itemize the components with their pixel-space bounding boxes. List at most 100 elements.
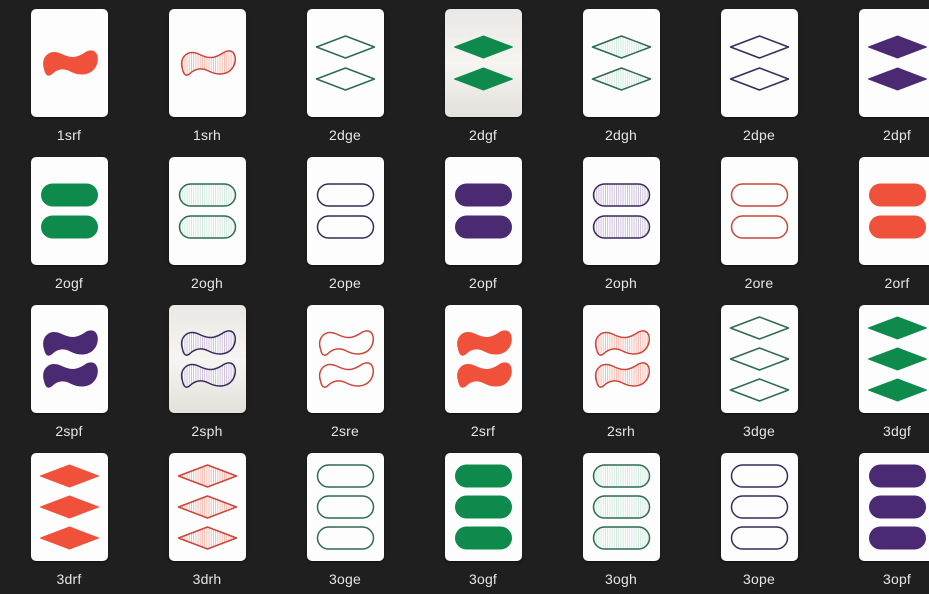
file-item[interactable]: 3drf xyxy=(0,444,138,592)
diamond-symbol xyxy=(591,35,651,59)
card-thumbnail xyxy=(30,157,108,265)
file-item[interactable]: 2ore xyxy=(690,148,828,296)
oval-symbol xyxy=(454,464,512,488)
diamond-symbol xyxy=(729,316,789,340)
file-item[interactable]: 3dgf xyxy=(828,296,929,444)
file-item[interactable]: 2orf xyxy=(828,148,929,296)
file-item[interactable]: 3oge xyxy=(276,444,414,592)
oval-symbol xyxy=(868,183,926,207)
oval-symbol xyxy=(730,495,788,519)
file-item[interactable]: 1srf xyxy=(0,0,138,148)
diamond-symbol xyxy=(453,35,513,59)
file-item[interactable]: 1srh xyxy=(138,0,276,148)
file-name-label: 3ogh xyxy=(605,571,637,587)
file-item[interactable]: 2dpf xyxy=(828,0,929,148)
oval-symbol xyxy=(40,215,98,239)
diamond-symbol xyxy=(177,495,237,519)
diamond-symbol xyxy=(315,35,375,59)
card-thumbnail xyxy=(720,305,798,413)
oval-symbol xyxy=(178,215,236,239)
oval-symbol xyxy=(868,215,926,239)
card-thumbnail xyxy=(30,9,108,117)
file-item[interactable]: 2srf xyxy=(414,296,552,444)
file-item[interactable]: 2srh xyxy=(552,296,690,444)
card-thumbnail xyxy=(168,9,246,117)
file-name-label: 2spf xyxy=(55,423,83,439)
card-thumbnail xyxy=(582,9,660,117)
squiggle-symbol xyxy=(594,362,650,388)
file-item[interactable]: 3opf xyxy=(828,444,929,592)
card-thumbnail xyxy=(168,305,246,413)
file-item[interactable]: 2spf xyxy=(0,296,138,444)
file-name-label: 2orf xyxy=(884,275,910,291)
oval-symbol xyxy=(316,183,374,207)
file-item[interactable]: 3dge xyxy=(690,296,828,444)
file-item[interactable]: 2sph xyxy=(138,296,276,444)
oval-symbol xyxy=(316,495,374,519)
file-name-label: 2dgf xyxy=(468,127,498,143)
oval-symbol xyxy=(178,183,236,207)
diamond-symbol xyxy=(867,378,927,402)
card-thumbnail xyxy=(720,453,798,561)
file-name-label: 3ope xyxy=(743,571,775,587)
file-name-label: 3oge xyxy=(329,571,361,587)
card-thumbnail xyxy=(444,9,522,117)
file-item[interactable]: 2ogf xyxy=(0,148,138,296)
card-thumbnail xyxy=(858,305,929,413)
squiggle-symbol xyxy=(594,330,650,356)
card-thumbnail xyxy=(582,453,660,561)
file-name-label: 2dgh xyxy=(605,127,637,143)
file-name-label: 2ogf xyxy=(54,275,84,291)
oval-symbol xyxy=(868,495,926,519)
card-thumbnail xyxy=(720,157,798,265)
file-item[interactable]: 3ope xyxy=(690,444,828,592)
file-item[interactable]: 2sre xyxy=(276,296,414,444)
card-thumbnail xyxy=(168,453,246,561)
squiggle-symbol xyxy=(42,362,98,388)
file-name-label: 2srh xyxy=(606,423,636,439)
file-item[interactable]: 2dge xyxy=(276,0,414,148)
diamond-symbol xyxy=(177,464,237,488)
squiggle-symbol xyxy=(180,330,236,356)
oval-symbol xyxy=(730,215,788,239)
diamond-symbol xyxy=(453,67,513,91)
squiggle-symbol xyxy=(42,330,98,356)
file-item[interactable]: 3ogf xyxy=(414,444,552,592)
squiggle-symbol xyxy=(456,362,512,388)
squiggle-symbol xyxy=(318,362,374,388)
diamond-symbol xyxy=(867,316,927,340)
diamond-symbol xyxy=(315,67,375,91)
diamond-symbol xyxy=(39,526,99,550)
file-item[interactable]: 2dgf xyxy=(414,0,552,148)
card-thumbnail xyxy=(30,305,108,413)
file-name-label: 3dgf xyxy=(882,423,912,439)
squiggle-symbol xyxy=(180,362,236,388)
file-item[interactable]: 2oph xyxy=(552,148,690,296)
card-thumbnail xyxy=(444,453,522,561)
file-name-label: 3dge xyxy=(743,423,775,439)
file-item[interactable]: 2ogh xyxy=(138,148,276,296)
card-thumbnail xyxy=(858,157,929,265)
file-name-label: 3drf xyxy=(56,571,82,587)
file-item[interactable]: 3drh xyxy=(138,444,276,592)
file-item[interactable]: 2dgh xyxy=(552,0,690,148)
file-item[interactable]: 2ope xyxy=(276,148,414,296)
file-name-label: 3drh xyxy=(192,571,222,587)
card-thumbnail xyxy=(582,157,660,265)
file-item[interactable]: 2dpe xyxy=(690,0,828,148)
diamond-symbol xyxy=(729,378,789,402)
oval-symbol xyxy=(454,526,512,550)
file-name-label: 2ore xyxy=(744,275,774,291)
card-thumbnail xyxy=(306,9,384,117)
oval-symbol xyxy=(592,215,650,239)
oval-symbol xyxy=(454,215,512,239)
card-thumbnail xyxy=(444,305,522,413)
oval-symbol xyxy=(454,183,512,207)
card-thumbnail xyxy=(30,453,108,561)
file-item[interactable]: 2opf xyxy=(414,148,552,296)
oval-symbol xyxy=(730,183,788,207)
file-item[interactable]: 3ogh xyxy=(552,444,690,592)
card-thumbnail xyxy=(168,157,246,265)
oval-symbol xyxy=(316,526,374,550)
